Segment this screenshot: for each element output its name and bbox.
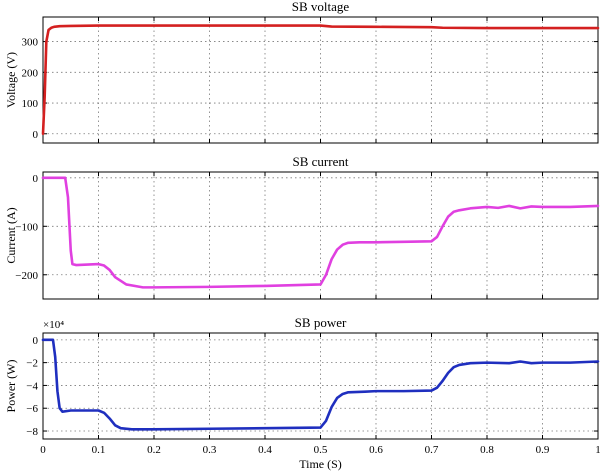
x-tick-label: 0.3 (203, 444, 217, 456)
y-tick-label: 100 (22, 98, 39, 110)
y-tick-label: −2 (26, 358, 38, 370)
y-tick-label: 300 (22, 37, 39, 49)
y-tick-label: 0 (33, 129, 39, 141)
chart-title: SB power (295, 315, 347, 330)
x-tick-label: 0.4 (258, 444, 272, 456)
x-tick-label: 0.8 (480, 444, 494, 456)
y-tick-label: −4 (26, 380, 38, 392)
x-tick-label: 0.7 (425, 444, 439, 456)
series-line-current (41, 176, 600, 289)
y-tick-label: −8 (26, 426, 38, 438)
chart-title: SB current (293, 154, 349, 169)
chart-title: SB voltage (292, 0, 350, 14)
y-axis-label: Power (W) (4, 360, 18, 413)
y-axis-label: Current (A) (4, 207, 18, 263)
y-tick-label: −200 (15, 270, 38, 282)
panel-power: 0 0.1 0.2 0.3 0.4 0.5 0.6 0.7 0.8 0.9 1 −8 −6 −4 −2 0 SB… (4, 315, 600, 471)
panel-voltage: 0 100 200 300 SB voltage Voltage (V) (4, 0, 600, 144)
y-exponent-label: ×10⁴ (43, 319, 64, 331)
x-tick-label: 0.6 (369, 444, 383, 456)
x-tick-label: 0.5 (314, 444, 328, 456)
y-tick-label: 0 (33, 335, 39, 347)
x-tick-label: 0 (40, 444, 46, 456)
series-line-voltage (41, 24, 600, 136)
panel-current: −200 −100 0 SB current Current (A) (4, 154, 600, 300)
x-tick-label: 0.9 (536, 444, 550, 456)
y-tick-label: −100 (15, 221, 38, 233)
series-line-power (41, 338, 600, 431)
y-axis-label: Voltage (V) (4, 52, 18, 108)
y-tick-label: 0 (33, 173, 39, 185)
x-axis-label: Time (S) (299, 457, 342, 471)
x-tick-label: 0.1 (92, 444, 106, 456)
y-tick-label: −6 (26, 403, 38, 415)
x-tick-label: 0.2 (147, 444, 161, 456)
x-tick-label: 1 (595, 444, 600, 456)
y-tick-label: 200 (22, 67, 39, 79)
